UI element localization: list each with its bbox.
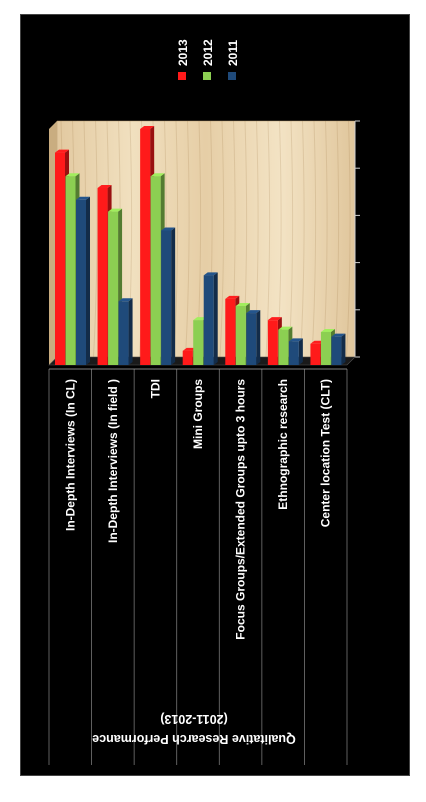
wood-grain: [265, 120, 271, 358]
category-label-6: Ethnographic research: [276, 379, 290, 510]
wood-grain: [346, 120, 351, 358]
legend-label-2013: 2013: [176, 39, 190, 66]
legend-label-2012: 2012: [201, 39, 215, 66]
category-label-2: In-Depth Interviews (In field ): [106, 379, 120, 543]
bar-2011-2: [118, 298, 133, 365]
bar-2011-5: [246, 310, 261, 365]
legend-swatch-2011: [228, 72, 236, 80]
category-label-7: Center location Test (CLT): [319, 379, 333, 527]
legend-label-2011: 2011: [226, 40, 240, 66]
category-label-3: TDI: [148, 379, 162, 398]
bar-2011-6: [288, 338, 303, 365]
wood-grain: [300, 120, 305, 358]
wood-grain: [334, 120, 340, 358]
legend-swatch-2013: [178, 72, 186, 80]
category-label-4: Mini Groups: [191, 379, 205, 449]
chart-title: Qualitative Research Performance: [92, 732, 296, 746]
chart-subtitle: (2011-2013): [160, 712, 227, 726]
legend-swatch-2012: [203, 72, 211, 80]
bar-2011-7: [331, 333, 346, 365]
bar-2011-3: [161, 227, 176, 365]
wood-grain: [219, 120, 225, 358]
wood-grain: [185, 120, 190, 358]
wood-grain: [173, 120, 179, 358]
wood-grain: [311, 120, 317, 358]
wood-grain: [93, 120, 98, 358]
legend: 2013 2012 2011: [176, 39, 240, 80]
category-label-1: In-Depth Interviews (In CL): [63, 379, 77, 531]
bar-chart: 2013 2012 2011 In-Depth Interviews (In CL)…: [48, 39, 360, 765]
bar-2011-4: [203, 272, 218, 365]
chart-frame: 2013 2012 2011 In-Depth Interviews (In CL)…: [20, 14, 410, 776]
bar-2011-1: [76, 196, 90, 365]
category-label-5: Focus Groups/Extended Groups upto 3 hour…: [234, 379, 248, 640]
